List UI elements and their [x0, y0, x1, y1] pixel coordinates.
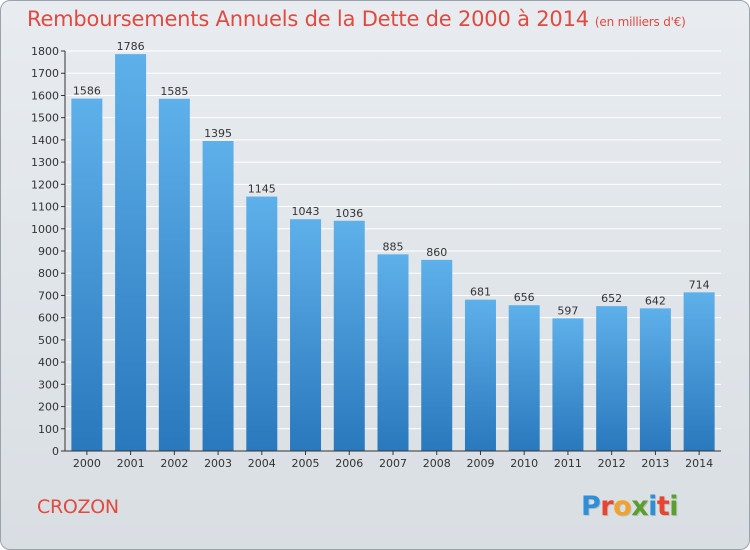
logo-letter: P: [581, 491, 601, 522]
bar-value-label: 1395: [204, 127, 232, 140]
bar-2006: [333, 220, 365, 451]
y-tick-label: 1800: [31, 45, 59, 58]
bar-value-label: 1036: [335, 207, 363, 220]
bar-value-label: 642: [645, 294, 666, 307]
y-axis: 0 100 200 300 400 500 600 700 800 900 1000 1100 1200…: [31, 45, 66, 458]
x-tick-label: 2011: [554, 457, 582, 470]
x-tick-label: 2013: [641, 457, 669, 470]
bar-value-label: 681: [470, 286, 491, 299]
bar-2007: [377, 254, 409, 451]
y-tick-label: 1000: [31, 223, 59, 236]
x-tick-label: 2008: [423, 457, 451, 470]
y-tick-label: 700: [38, 289, 59, 302]
y-tick-label: 500: [38, 334, 59, 347]
y-tick-label: 1200: [31, 178, 59, 191]
bar-value-label: 885: [383, 240, 404, 253]
y-tick-label: 400: [38, 356, 59, 369]
y-tick-label: 100: [38, 423, 59, 436]
bar-value-label: 597: [557, 304, 578, 317]
town-name: CROZON: [37, 496, 119, 518]
x-tick-label: 2012: [598, 457, 626, 470]
x-axis: 2000 2001 2002 2003 2004 2005 2006 2007 2008 2009…: [65, 450, 721, 470]
bar-2004: [246, 196, 278, 451]
y-tick-label: 1300: [31, 156, 59, 169]
y-tick-label: 0: [52, 445, 59, 458]
bar-2003: [202, 141, 234, 451]
bar-2009: [464, 299, 496, 451]
bar-2001: [115, 54, 147, 451]
logo-letter: t: [656, 491, 670, 522]
y-tick-label: 200: [38, 401, 59, 414]
bar-value-label: 860: [426, 246, 447, 259]
bar-2012: [596, 306, 628, 451]
bar-value-label: 1145: [248, 183, 276, 196]
logo-letter: i: [669, 491, 679, 522]
x-tick-label: 2007: [379, 457, 407, 470]
y-tick-label: 1400: [31, 134, 59, 147]
x-tick-label: 2014: [685, 457, 713, 470]
bar-2011: [552, 318, 584, 451]
logo-letter: r: [600, 491, 614, 522]
chart-subtitle: (en milliers d'€): [594, 15, 686, 29]
bar-2002: [158, 98, 190, 452]
bars: 1586 1786 1585 1395 1145 1043 1036 885 860 681 656…: [71, 40, 715, 452]
bar-value-label: 1786: [117, 40, 145, 53]
chart-title-text: Remboursements Annuels de la Dette de 20…: [27, 7, 589, 31]
y-tick-label: 1700: [31, 67, 59, 80]
bar-2014: [683, 292, 715, 451]
y-tick-label: 1500: [31, 112, 59, 125]
bar-2000: [71, 98, 103, 452]
x-tick-label: 2006: [335, 457, 363, 470]
y-tick-label: 1600: [31, 89, 59, 102]
y-tick-label: 800: [38, 267, 59, 280]
bar-value-label: 1585: [160, 85, 188, 98]
x-tick-label: 2005: [292, 457, 320, 470]
bar-2010: [508, 305, 540, 451]
y-tick-label: 900: [38, 245, 59, 258]
bar-2005: [290, 219, 322, 451]
bar-value-label: 714: [689, 278, 710, 291]
chart-title: Remboursements Annuels de la Dette de 20…: [27, 7, 686, 31]
proxiti-logo: Proxiti: [581, 491, 679, 522]
bar-2013: [639, 308, 671, 451]
x-tick-label: 2000: [73, 457, 101, 470]
x-tick-label: 2010: [510, 457, 538, 470]
bar-value-label: 1043: [292, 205, 320, 218]
bar-2008: [421, 259, 453, 451]
y-tick-label: 300: [38, 378, 59, 391]
logo-letter: o: [613, 491, 632, 522]
bar-value-label: 656: [514, 291, 535, 304]
logo-letter: x: [631, 491, 649, 522]
bar-value-label: 1586: [73, 85, 101, 98]
x-tick-label: 2004: [248, 457, 276, 470]
y-tick-label: 600: [38, 312, 59, 325]
logo-letter: i: [648, 491, 657, 522]
x-tick-label: 2003: [204, 457, 232, 470]
bar-value-label: 652: [601, 292, 622, 305]
y-tick-label: 1100: [31, 201, 59, 214]
x-tick-label: 2001: [117, 457, 145, 470]
x-tick-label: 2002: [160, 457, 188, 470]
x-tick-label: 2009: [466, 457, 494, 470]
